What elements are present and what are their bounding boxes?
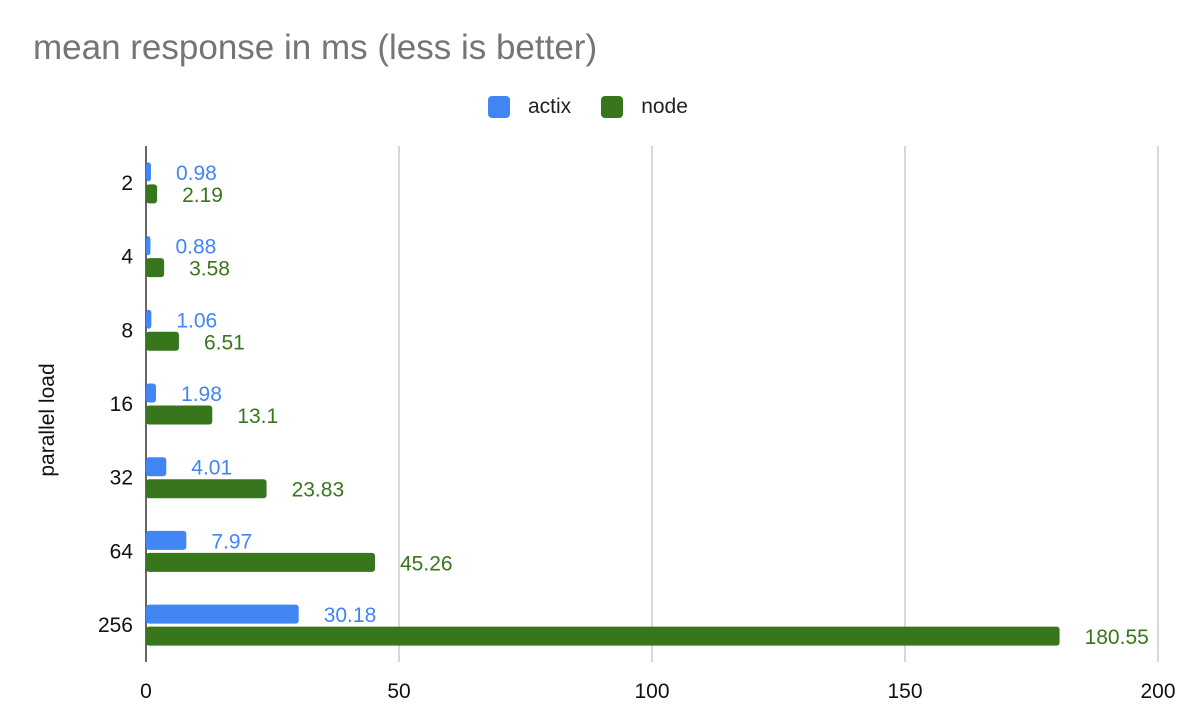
bar-node-64 [146, 552, 376, 572]
data-label-node-32: 23.83 [292, 479, 345, 502]
y-tick-label-8: 8 [121, 319, 133, 342]
bar-node-2 [146, 184, 158, 204]
x-tick-label-100: 100 [634, 680, 669, 703]
x-tick-label-150: 150 [887, 680, 922, 703]
x-tick-label-0: 0 [140, 680, 152, 703]
bar-node-32 [146, 479, 267, 499]
bar-actix-256 [146, 604, 299, 624]
legend-swatch-actix [488, 96, 510, 118]
y-tick-label-16: 16 [110, 393, 133, 416]
bar-actix-64 [146, 530, 187, 550]
chart-title: mean response in ms (less is better) [33, 28, 598, 67]
y-tick-label-32: 32 [110, 467, 133, 490]
y-tick-label-256: 256 [98, 614, 133, 637]
data-label-node-16: 13.1 [237, 405, 278, 428]
legend-item-actix: actix [488, 95, 571, 119]
legend: actix node [488, 95, 718, 119]
data-label-actix-8: 1.06 [176, 309, 217, 332]
bar-node-8 [146, 331, 179, 351]
data-label-node-64: 45.26 [400, 552, 453, 575]
bar-node-4 [146, 258, 165, 278]
x-tick-label-50: 50 [387, 680, 410, 703]
bar-actix-16 [146, 383, 157, 403]
x-tick-label-200: 200 [1140, 680, 1175, 703]
legend-item-node: node [601, 95, 688, 119]
y-tick-label-64: 64 [110, 540, 134, 563]
bar-actix-8 [146, 309, 152, 329]
data-label-node-256: 180.55 [1085, 626, 1149, 649]
y-axis-title: parallel load [36, 363, 59, 476]
data-label-node-8: 6.51 [204, 331, 245, 354]
data-label-node-4: 3.58 [189, 258, 230, 281]
legend-swatch-node [601, 96, 624, 118]
y-tick-label-2: 2 [121, 172, 133, 195]
data-label-actix-64: 7.97 [211, 530, 252, 553]
legend-label-node: node [641, 95, 688, 118]
bar-node-16 [146, 405, 213, 425]
bar-actix-2 [146, 162, 151, 182]
data-label-actix-2: 0.98 [176, 162, 217, 185]
data-label-actix-32: 4.01 [191, 457, 232, 480]
data-label-actix-4: 0.88 [175, 236, 216, 259]
legend-label-actix: actix [528, 95, 572, 118]
data-label-actix-256: 30.18 [324, 604, 377, 627]
bar-actix-32 [146, 457, 167, 477]
data-label-node-2: 2.19 [182, 184, 223, 207]
bar-node-256 [146, 626, 1060, 646]
bar-actix-4 [146, 236, 151, 256]
data-label-actix-16: 1.98 [181, 383, 222, 406]
y-tick-label-4: 4 [121, 246, 133, 269]
